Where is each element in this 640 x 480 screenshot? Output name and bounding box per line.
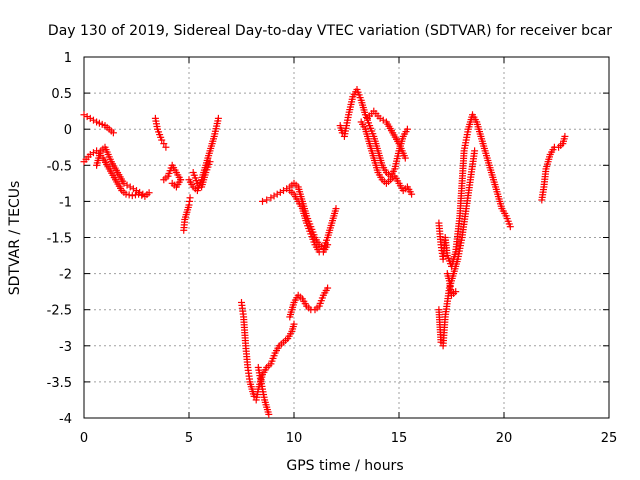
- grid-lines: [84, 57, 609, 418]
- x-tick-label: 0: [80, 431, 88, 446]
- data-point: [214, 114, 222, 122]
- data-point: [379, 116, 387, 124]
- x-tick-label: 20: [496, 431, 513, 446]
- data-point: [561, 132, 569, 140]
- data-point: [403, 125, 411, 133]
- data-point: [324, 284, 332, 292]
- data-point: [125, 191, 133, 199]
- data-point: [122, 190, 130, 198]
- x-tick-label: 5: [185, 431, 193, 446]
- data-point: [408, 190, 416, 198]
- data-point: [158, 136, 166, 144]
- data-point: [162, 143, 170, 151]
- y-axis: -4 -3.5 -3 -2.5 -2 -1.5 -1 -0.5 0 0.5 1: [47, 51, 609, 427]
- y-tick-label: -1.5: [47, 232, 72, 247]
- data-point: [401, 154, 409, 162]
- data-point: [83, 113, 91, 121]
- data-point: [89, 149, 97, 157]
- data-point: [80, 111, 88, 119]
- y-tick-label: -2: [59, 268, 72, 283]
- y-tick-label: -1: [59, 195, 72, 210]
- x-tick-label: 15: [391, 431, 408, 446]
- data-point: [471, 147, 479, 155]
- data-point: [206, 158, 214, 166]
- y-tick-label: -4: [59, 412, 72, 427]
- data-point: [123, 181, 131, 189]
- data-point: [290, 320, 298, 328]
- y-tick-label: 0: [64, 123, 72, 138]
- y-tick-label: 0.5: [51, 87, 72, 102]
- data-point: [89, 116, 97, 124]
- data-point: [160, 140, 168, 148]
- x-tick-label: 10: [286, 431, 303, 446]
- data-point: [276, 188, 284, 196]
- y-tick-label: -0.5: [47, 159, 72, 174]
- data-point: [129, 185, 137, 193]
- data-point: [86, 114, 94, 122]
- data-points: [80, 85, 569, 418]
- data-point: [324, 241, 332, 249]
- data-point: [109, 129, 117, 137]
- data-point: [263, 196, 271, 204]
- y-axis-label: SDTVAR / TECUs: [7, 181, 23, 296]
- data-point: [139, 190, 147, 198]
- data-point: [177, 176, 185, 184]
- x-tick-label: 25: [601, 431, 618, 446]
- y-tick-label: -3.5: [47, 376, 72, 391]
- data-point: [332, 205, 340, 213]
- data-point: [128, 192, 136, 200]
- data-point: [280, 187, 287, 195]
- x-axis-label: GPS time / hours: [286, 458, 403, 474]
- data-point: [452, 288, 460, 296]
- y-tick-label: 1: [64, 51, 72, 66]
- chart-title: Day 130 of 2019, Sidereal Day-to-day VTE…: [48, 23, 612, 39]
- y-tick-label: -3: [59, 340, 72, 355]
- data-point: [131, 191, 139, 199]
- x-axis: 0 5 10 15 20 25: [80, 57, 617, 446]
- data-point: [506, 223, 514, 231]
- data-point: [270, 192, 278, 200]
- data-point: [126, 183, 134, 191]
- data-point: [186, 194, 194, 202]
- data-point: [273, 190, 281, 198]
- data-point: [145, 189, 153, 197]
- y-tick-label: -2.5: [47, 304, 72, 319]
- data-point: [259, 197, 266, 205]
- data-point: [283, 185, 291, 193]
- data-point: [265, 410, 273, 418]
